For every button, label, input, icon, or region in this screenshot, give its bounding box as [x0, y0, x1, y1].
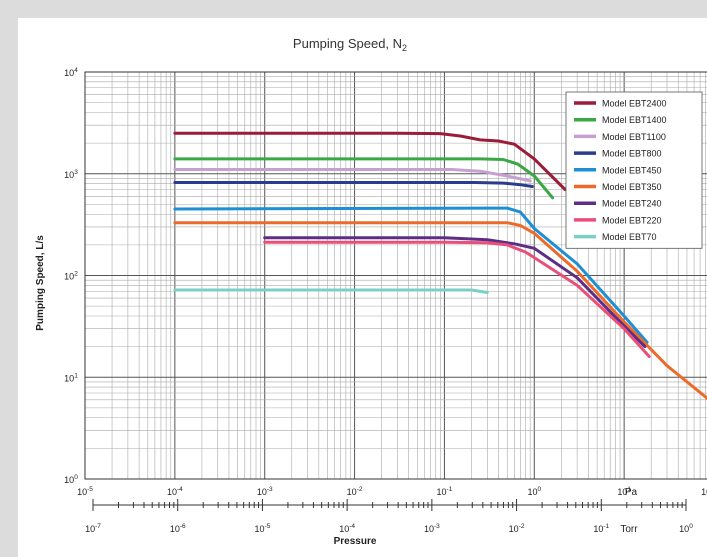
tick-label: 10-1	[437, 486, 453, 497]
y-axis-label: Pumping Speed, L/s	[35, 235, 46, 331]
legend-label: Model EBT220	[602, 215, 662, 225]
x-unit-pa: Pa	[625, 487, 638, 498]
tick-label: 10-5	[77, 486, 93, 497]
tick-label: 10-4	[167, 486, 183, 497]
tick-label: 101	[64, 372, 78, 383]
series-line-model-ebt800	[173, 181, 534, 188]
tick-label: 100	[64, 474, 78, 485]
legend-label: Model EBT350	[602, 182, 662, 192]
legend-label: Model EBT1400	[602, 115, 667, 125]
series-line-model-ebt240	[263, 236, 647, 349]
series-line-model-ebt70	[173, 288, 489, 294]
tick-label: 10-2	[509, 523, 525, 534]
tick-label: 101	[617, 486, 631, 497]
tick-label: 10-3	[424, 523, 440, 534]
tick-label: 100	[679, 523, 693, 534]
legend-label: Model EBT240	[602, 199, 662, 209]
chart-panel: 100 101 102 103 104 10-5 10-4 10-3 10-2 10-1 100 10…	[18, 18, 707, 557]
plot-frame	[84, 71, 707, 480]
legend-label: Model EBT450	[602, 165, 662, 175]
legend-label: Model EBT1100	[602, 132, 666, 142]
legend-label: Model EBT800	[602, 149, 662, 159]
series-lines	[173, 131, 707, 400]
series-line-model-ebt220	[263, 240, 651, 358]
legend: Model EBT2400 Model EBT1400 Model EBT1100 M…	[565, 91, 703, 249]
series-line-model-ebt1100	[173, 168, 532, 183]
series-line-model-ebt350	[173, 221, 707, 400]
legend-label: Model EBT2400	[602, 99, 667, 109]
chart-title-subscript: 2	[402, 43, 407, 53]
chart-title: Pumping Speed, N2	[293, 36, 407, 53]
tick-label: 10-5	[255, 523, 271, 534]
x-axis-label: Pressure	[334, 536, 377, 547]
tick-label: 104	[64, 67, 78, 78]
tick-label: 10-3	[257, 486, 273, 497]
tick-label: 10-7	[85, 523, 101, 534]
series-line-model-ebt450	[173, 206, 649, 344]
legend-label: Model EBT70	[602, 232, 657, 242]
tick-label: 10-1	[593, 523, 609, 534]
tick-label: 100	[527, 486, 541, 497]
tick-label: 10-2	[347, 486, 363, 497]
tick-label: 103	[64, 169, 78, 180]
series-line-model-ebt1400	[173, 157, 555, 200]
tick-label: 10-4	[339, 523, 355, 534]
tick-label: 102	[701, 486, 707, 497]
tick-label: 10-6	[170, 523, 186, 534]
series-line-model-ebt2400	[173, 131, 567, 191]
x-unit-torr: Torr	[620, 524, 638, 535]
tick-label: 102	[64, 271, 78, 282]
